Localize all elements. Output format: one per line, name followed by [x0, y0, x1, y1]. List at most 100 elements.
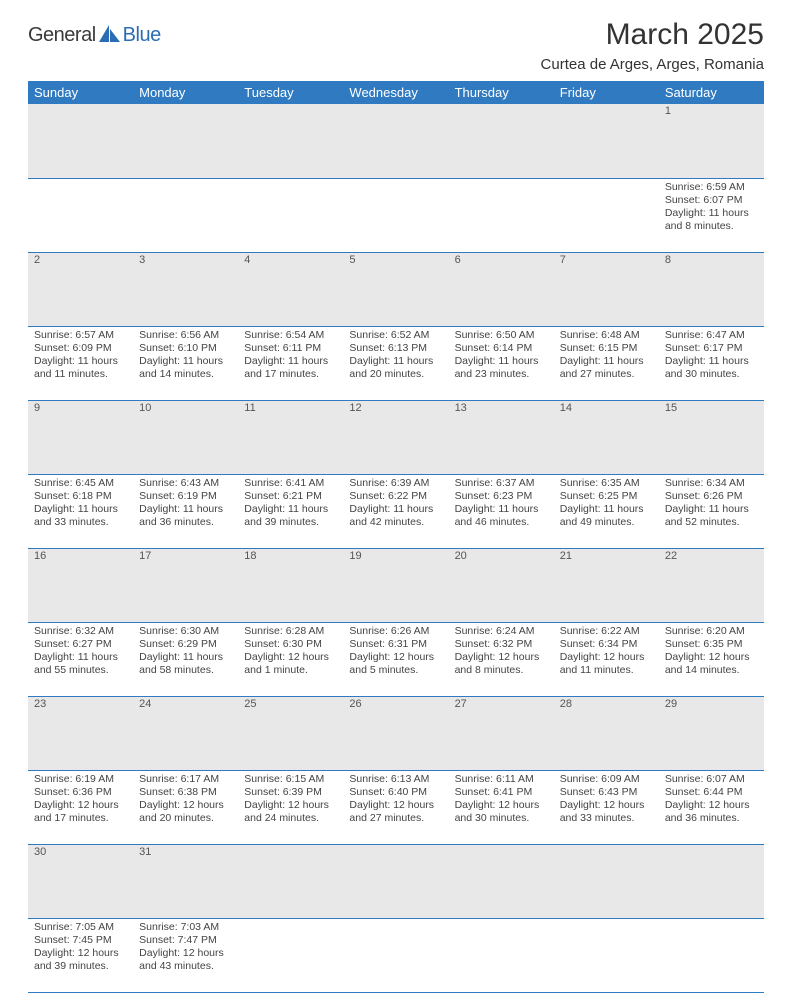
day-detail: Sunrise: 6:48 AMSunset: 6:15 PMDaylight:… [554, 327, 659, 385]
day-detail: Sunrise: 6:52 AMSunset: 6:13 PMDaylight:… [343, 327, 448, 385]
day-number: 31 [133, 845, 238, 860]
day-number-cell [238, 104, 343, 178]
day-number: 14 [554, 401, 659, 416]
day-number-cell: 12 [343, 400, 448, 474]
day-number-cell [449, 104, 554, 178]
day-detail: Sunrise: 7:03 AMSunset: 7:47 PMDaylight:… [133, 919, 238, 977]
day-data-cell: Sunrise: 6:26 AMSunset: 6:31 PMDaylight:… [343, 622, 448, 696]
day-number: 26 [343, 697, 448, 712]
logo: General Blue [28, 18, 161, 47]
day-number-cell: 29 [659, 696, 764, 770]
day-detail: Sunrise: 6:50 AMSunset: 6:14 PMDaylight:… [449, 327, 554, 385]
day-detail: Sunrise: 6:15 AMSunset: 6:39 PMDaylight:… [238, 771, 343, 829]
day-data-cell: Sunrise: 6:30 AMSunset: 6:29 PMDaylight:… [133, 622, 238, 696]
day-number-cell: 25 [238, 696, 343, 770]
day-data-cell: Sunrise: 6:09 AMSunset: 6:43 PMDaylight:… [554, 770, 659, 844]
day-number-cell: 20 [449, 548, 554, 622]
day-detail: Sunrise: 6:39 AMSunset: 6:22 PMDaylight:… [343, 475, 448, 533]
day-data-cell: Sunrise: 6:59 AMSunset: 6:07 PMDaylight:… [659, 178, 764, 252]
day-number: 12 [343, 401, 448, 416]
day-data-cell: Sunrise: 6:41 AMSunset: 6:21 PMDaylight:… [238, 474, 343, 548]
day-detail: Sunrise: 6:20 AMSunset: 6:35 PMDaylight:… [659, 623, 764, 681]
day-number-cell: 15 [659, 400, 764, 474]
calendar-header-monday: Monday [133, 81, 238, 104]
calendar-header-wednesday: Wednesday [343, 81, 448, 104]
day-data-cell [28, 178, 133, 252]
day-number: 29 [659, 697, 764, 712]
day-detail: Sunrise: 6:41 AMSunset: 6:21 PMDaylight:… [238, 475, 343, 533]
day-number-cell: 1 [659, 104, 764, 178]
day-data-cell: Sunrise: 6:48 AMSunset: 6:15 PMDaylight:… [554, 326, 659, 400]
day-number: 2 [28, 253, 133, 268]
day-number-cell: 19 [343, 548, 448, 622]
day-number-cell: 31 [133, 844, 238, 918]
day-number-cell: 10 [133, 400, 238, 474]
day-data-cell: Sunrise: 6:28 AMSunset: 6:30 PMDaylight:… [238, 622, 343, 696]
day-number-cell [238, 844, 343, 918]
day-number: 5 [343, 253, 448, 268]
day-number: 20 [449, 549, 554, 564]
day-number: 9 [28, 401, 133, 416]
day-number-cell: 22 [659, 548, 764, 622]
day-number: 6 [449, 253, 554, 268]
calendar-header-thursday: Thursday [449, 81, 554, 104]
logo-sail-icon [99, 25, 121, 46]
day-number: 19 [343, 549, 448, 564]
day-number-cell: 9 [28, 400, 133, 474]
day-number: 25 [238, 697, 343, 712]
day-detail: Sunrise: 6:22 AMSunset: 6:34 PMDaylight:… [554, 623, 659, 681]
page-title: March 2025 [541, 18, 764, 52]
day-number-cell: 24 [133, 696, 238, 770]
day-number-cell [449, 844, 554, 918]
day-data-cell: Sunrise: 6:22 AMSunset: 6:34 PMDaylight:… [554, 622, 659, 696]
day-detail: Sunrise: 6:35 AMSunset: 6:25 PMDaylight:… [554, 475, 659, 533]
day-data-cell: Sunrise: 6:50 AMSunset: 6:14 PMDaylight:… [449, 326, 554, 400]
day-number-cell: 2 [28, 252, 133, 326]
day-number: 16 [28, 549, 133, 564]
day-number: 23 [28, 697, 133, 712]
day-detail: Sunrise: 6:17 AMSunset: 6:38 PMDaylight:… [133, 771, 238, 829]
day-data-cell: Sunrise: 6:32 AMSunset: 6:27 PMDaylight:… [28, 622, 133, 696]
day-number: 24 [133, 697, 238, 712]
day-data-cell: Sunrise: 6:39 AMSunset: 6:22 PMDaylight:… [343, 474, 448, 548]
day-data-cell: Sunrise: 7:03 AMSunset: 7:47 PMDaylight:… [133, 918, 238, 992]
day-data-cell: Sunrise: 6:17 AMSunset: 6:38 PMDaylight:… [133, 770, 238, 844]
day-data-cell: Sunrise: 6:45 AMSunset: 6:18 PMDaylight:… [28, 474, 133, 548]
day-data-cell: Sunrise: 6:11 AMSunset: 6:41 PMDaylight:… [449, 770, 554, 844]
day-number-cell: 14 [554, 400, 659, 474]
logo-text-general: General [28, 24, 96, 47]
day-number: 28 [554, 697, 659, 712]
day-detail: Sunrise: 7:05 AMSunset: 7:45 PMDaylight:… [28, 919, 133, 977]
day-number: 7 [554, 253, 659, 268]
day-data-cell: Sunrise: 6:56 AMSunset: 6:10 PMDaylight:… [133, 326, 238, 400]
day-number: 10 [133, 401, 238, 416]
day-data-cell [133, 178, 238, 252]
day-data-cell [238, 178, 343, 252]
day-detail: Sunrise: 6:57 AMSunset: 6:09 PMDaylight:… [28, 327, 133, 385]
day-data-cell: Sunrise: 6:13 AMSunset: 6:40 PMDaylight:… [343, 770, 448, 844]
calendar-table: SundayMondayTuesdayWednesdayThursdayFrid… [28, 81, 764, 993]
day-detail: Sunrise: 6:34 AMSunset: 6:26 PMDaylight:… [659, 475, 764, 533]
calendar-header-friday: Friday [554, 81, 659, 104]
day-number-cell [133, 104, 238, 178]
day-number: 3 [133, 253, 238, 268]
day-data-cell [659, 918, 764, 992]
location-subtitle: Curtea de Arges, Arges, Romania [541, 56, 764, 73]
day-detail: Sunrise: 6:19 AMSunset: 6:36 PMDaylight:… [28, 771, 133, 829]
day-data-cell: Sunrise: 6:37 AMSunset: 6:23 PMDaylight:… [449, 474, 554, 548]
day-number: 22 [659, 549, 764, 564]
day-number-cell [343, 844, 448, 918]
day-number-cell [554, 104, 659, 178]
day-number-cell: 6 [449, 252, 554, 326]
day-number-cell [28, 104, 133, 178]
day-number-cell [343, 104, 448, 178]
day-detail: Sunrise: 6:45 AMSunset: 6:18 PMDaylight:… [28, 475, 133, 533]
day-data-cell [449, 918, 554, 992]
day-data-cell: Sunrise: 6:43 AMSunset: 6:19 PMDaylight:… [133, 474, 238, 548]
day-data-cell: Sunrise: 6:35 AMSunset: 6:25 PMDaylight:… [554, 474, 659, 548]
day-number-cell: 17 [133, 548, 238, 622]
calendar-header-sunday: Sunday [28, 81, 133, 104]
day-detail: Sunrise: 6:56 AMSunset: 6:10 PMDaylight:… [133, 327, 238, 385]
day-number-cell: 23 [28, 696, 133, 770]
day-number-cell: 28 [554, 696, 659, 770]
